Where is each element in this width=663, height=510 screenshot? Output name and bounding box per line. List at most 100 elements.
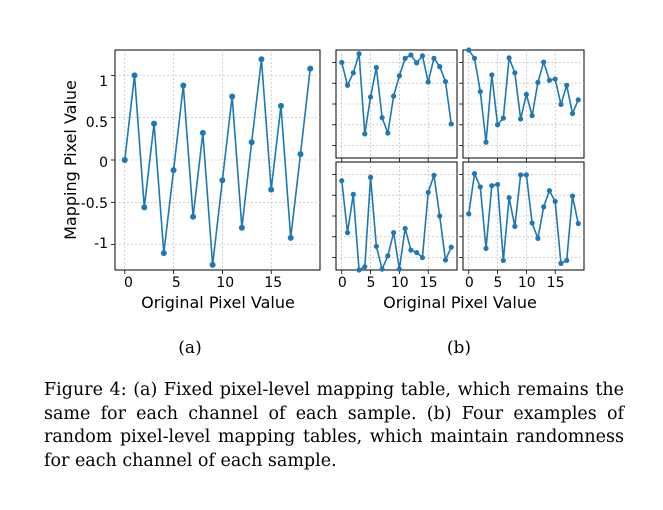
figure-caption: Figure 4: (a) Fixed pixel-level mapping … [44,380,624,471]
panel-a-xlabel: Original Pixel Value [141,293,295,312]
panel-b4-data-point [506,195,512,201]
panel-a-data-point [277,102,284,109]
panel-a-data-point [209,261,216,268]
panel-a-xtick-5: 5 [172,275,181,291]
panel-a-data-point [268,186,275,193]
panel-a-data-point [287,234,294,241]
panel-b3-series [339,172,454,273]
panel-b2-series-line [468,49,579,144]
panel-a-data-point [248,139,255,146]
panel-b2-data-point [477,88,483,95]
panel-b3-xtick-0: 0 [338,275,347,291]
panel-b1-data-point [396,73,402,79]
panel-b1-data-point [339,59,345,66]
panel-b4-data-point [569,193,576,199]
panel-b4-data-point [552,198,558,205]
panel-b4-data-point [518,172,524,178]
panel-b2-data-point [471,55,478,61]
panel-b1-data-point [437,64,443,70]
panel-b3-data-point [431,172,437,178]
panel-a-data-point [131,72,138,79]
panel-b3-data-point [339,178,345,184]
panel-b2-plot [459,47,585,162]
panel-b2-data-point [494,122,501,128]
panel-b3-data-point [414,249,420,256]
panel-b1-data-point [448,121,454,127]
panel-b2-grid [459,50,584,162]
panel-b4-data-point [546,188,553,194]
panel-a-data-point [170,167,177,174]
panel-a-data-point [121,157,128,163]
panel-a-series [121,56,314,268]
panel-b1-data-point [414,60,420,66]
panel-a-xtick-10: 10 [216,275,234,291]
panel-a-ytick-0: 0 [99,155,108,171]
panel-b4-data-point [523,172,529,178]
panel-b2-data-point [483,139,489,145]
panel-b4-data-point [500,257,506,264]
panel-b4-series [466,171,581,266]
panel-a-y-ticks: 1 0.5 0 -0.5 -1 [81,74,108,252]
panel-a-xtick-0: 0 [124,275,133,291]
panel-b1-data-point [367,94,374,100]
panel-b3-data-point [419,254,426,261]
panel-a-series-line [123,58,312,266]
panel-b2-data-point [466,47,472,53]
panel-a-data-point [151,120,158,127]
panel-b-xlabel: Original Pixel Value [383,293,537,312]
panel-a-x-ticks: 0 5 10 15 [124,275,282,291]
panel-a-ytick-1: 1 [99,74,108,90]
panel-b1-data-point [344,82,351,88]
panel-a-data-point [141,204,148,211]
panel-a-data-point [190,213,197,220]
panel-b2-data-point [529,113,535,119]
panel-b2-data-point [523,91,529,98]
panel-b2-data-point [558,101,564,108]
panel-b4-series-line [467,172,580,265]
panel-b4-xtick-5: 5 [494,275,503,291]
panel-b3-plot: 0 5 10 15 [332,161,458,291]
panel-b2-data-point [506,55,512,61]
panel-b1-series [339,51,454,137]
panel-b4-data-point [564,257,570,264]
panel-b3-data-point [442,257,449,263]
panel-a-data-point [307,65,314,72]
panel-a-data-point [160,250,167,257]
panel-b1-data-point [356,51,362,57]
panel-b4-data-point [489,183,495,189]
subfigure-label-b: (b) [447,338,471,358]
panel-b2-data-point [512,70,518,76]
panel-b1-data-point [419,53,426,59]
panel-b2-data-point [489,72,495,78]
panel-b4-data-point [535,235,541,242]
panel-b3-data-point [379,266,385,272]
panel-b2-data-point [575,97,581,103]
panel-a-ytick-neg0.5: -0.5 [81,196,108,212]
panel-b3-data-point [356,267,362,273]
panel-b1-data-point [350,70,356,76]
panel-b3-data-point [344,230,351,236]
panel-a-data-point [229,93,236,100]
panel-b3-data-point [425,189,431,195]
panel-a-ytick-0.5: 0.5 [86,115,108,131]
panel-b1-data-point [391,93,397,99]
panel-b3-data-point [408,247,414,253]
panel-a-data-point [199,129,206,136]
panel-b3-series-line [340,174,452,271]
panel-b4-data-point [494,181,501,188]
panel-b3-data-point [362,264,368,270]
panel-b2-data-point [569,110,576,117]
panel-b4-data-point [477,184,483,190]
panel-b1-series-line [340,52,453,135]
panel-b3-data-point [367,174,374,180]
panel-b1-plot [332,49,458,162]
panel-a-data-point [238,224,245,231]
panel-a-ytick-neg1: -1 [94,236,108,252]
panel-b4-grid [459,162,584,274]
panel-b4-data-point [471,171,478,177]
panel-a-data-point [297,151,304,158]
panel-b4-data-point [529,220,535,226]
panel-b3-data-point [350,191,356,197]
panel-b2-data-point [564,82,570,88]
panel-b3-data-point [391,230,397,236]
